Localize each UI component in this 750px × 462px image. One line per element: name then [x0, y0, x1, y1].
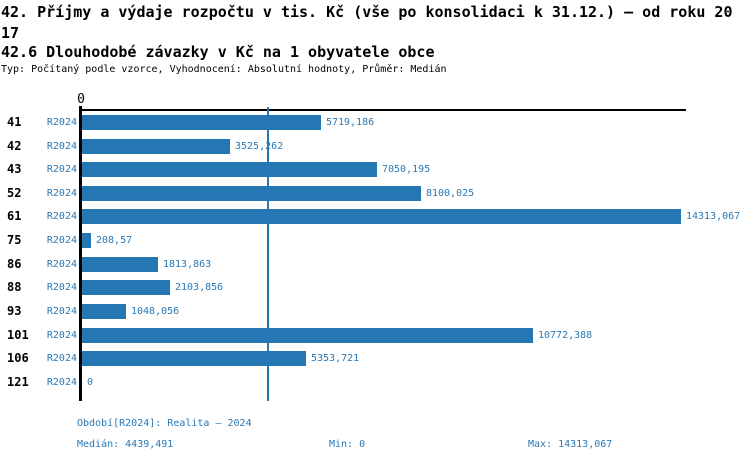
- bar: [82, 209, 681, 225]
- series-label: R2024: [46, 235, 77, 247]
- row-number-label: 93: [7, 303, 22, 318]
- series-label: R2024: [46, 187, 77, 199]
- period-legend-label: Období[R2024]: Realita – 2024: [77, 418, 252, 429]
- bar-value-label: 0: [87, 376, 94, 388]
- series-label: R2024: [46, 329, 77, 341]
- page-title: 42. Příjmy a výdaje rozpočtu v tis. Kč (…: [1, 3, 733, 42]
- row-number-label: 42: [7, 138, 22, 153]
- series-label: R2024: [46, 282, 77, 294]
- row-number-label: 86: [7, 256, 22, 271]
- bar: [82, 185, 421, 201]
- bar-value-label: 1048,056: [131, 305, 180, 317]
- row-number-label: 106: [7, 351, 29, 366]
- row-number-label: 61: [7, 209, 22, 224]
- row-number-label: 75: [7, 233, 22, 248]
- bar-value-label: 5353,721: [311, 353, 360, 365]
- series-label: R2024: [46, 140, 77, 152]
- bar: [82, 327, 533, 343]
- bar-value-label: 2103,856: [175, 282, 224, 294]
- indicator-meta-line: Typ: Počítaný podle vzorce, Vyhodnocení:…: [1, 64, 447, 75]
- bar: [82, 138, 230, 154]
- series-label: R2024: [46, 376, 77, 388]
- bar: [82, 233, 91, 249]
- median-reference-line: [267, 107, 269, 401]
- zero-baseline: [79, 106, 82, 401]
- bar-value-label: 7050,195: [382, 164, 431, 176]
- series-label: R2024: [46, 353, 77, 365]
- bar: [82, 256, 158, 272]
- bar-value-label: 10772,388: [538, 329, 593, 341]
- median-stat-label: Medián: 4439,491: [77, 439, 174, 450]
- bar-value-label: 5719,186: [326, 117, 375, 128]
- series-label: R2024: [46, 164, 77, 176]
- x-axis-zero-tick-label: 0: [77, 92, 85, 107]
- bar: [82, 162, 377, 178]
- x-axis-line: [80, 109, 686, 111]
- bar: [82, 280, 170, 296]
- bar-value-label: 1813,863: [163, 258, 212, 270]
- bar: [82, 351, 306, 367]
- bar-value-label: 14313,067: [686, 211, 741, 223]
- bar-value-label: 3525,262: [235, 140, 284, 152]
- row-number-label: 88: [7, 280, 22, 295]
- max-stat-label: Max: 14313,067: [528, 439, 613, 450]
- min-stat-label: Min: 0: [329, 439, 366, 450]
- indicator-title: 42.6 Dlouhodobé závazky v Kč na 1 obyvat…: [1, 43, 435, 61]
- bar-value-label: 208,57: [96, 235, 133, 247]
- bar-value-label: 8100,025: [426, 187, 475, 199]
- row-number-label: 121: [7, 374, 29, 389]
- series-label: R2024: [46, 117, 77, 128]
- row-number-label: 52: [7, 185, 22, 200]
- row-number-label: 41: [7, 115, 22, 129]
- row-number-label: 101: [7, 327, 29, 342]
- series-label: R2024: [46, 211, 77, 223]
- bar: [82, 115, 321, 130]
- row-number-label: 43: [7, 162, 22, 177]
- bar: [82, 303, 126, 319]
- series-label: R2024: [46, 258, 77, 270]
- series-label: R2024: [46, 305, 77, 317]
